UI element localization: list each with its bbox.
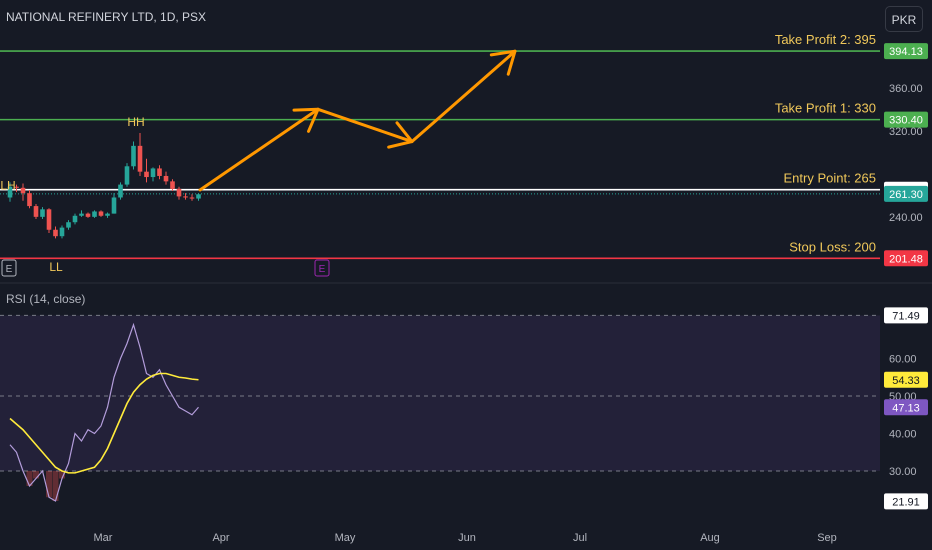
projection-arrow	[410, 49, 517, 144]
level-label: Take Profit 2: 395	[775, 32, 876, 47]
rsi-axis-badge: 21.91	[892, 496, 920, 508]
candle	[144, 171, 149, 178]
price-badge: 394.13	[889, 46, 923, 58]
candle	[92, 211, 97, 217]
rsi-axis-tick: 40.00	[889, 429, 917, 441]
candle	[20, 187, 26, 194]
candle	[124, 166, 130, 185]
time-axis-tick: Jun	[458, 532, 476, 544]
rsi-axis-badge-box	[884, 307, 928, 324]
rsi-value-badge: 47.13	[892, 402, 920, 414]
time-axis-tick: Mar	[94, 532, 113, 544]
swing-label: LL	[49, 260, 63, 274]
level-label: Take Profit 1: 330	[775, 101, 876, 116]
candle	[196, 194, 201, 199]
candle	[170, 181, 175, 189]
rsi-band-fill	[0, 315, 880, 471]
rsi-ma-line	[9, 372, 199, 474]
swing-label: HH	[127, 115, 144, 129]
candle	[85, 213, 91, 217]
projection-arrow	[198, 107, 320, 192]
rsi-axis-badge-box	[884, 493, 928, 510]
candle	[98, 211, 104, 216]
price-badge-box	[884, 43, 928, 60]
price-pane: 360.00 320.00 240.00 Take Profit 2: 395 394.…	[0, 32, 928, 277]
candle	[118, 184, 123, 198]
price-badge-box	[884, 250, 928, 267]
candle	[53, 229, 58, 237]
time-axis-tick: Aug	[700, 532, 720, 544]
projection-arrowhead	[489, 49, 517, 76]
candle	[157, 168, 162, 176]
rsi-value-badge-box	[884, 371, 928, 388]
price-badge-box	[884, 111, 928, 128]
candle	[14, 186, 19, 188]
time-axis-tick: May	[335, 532, 356, 544]
level-label: Stop Loss: 200	[789, 239, 876, 254]
candle	[72, 215, 78, 223]
candle	[33, 206, 39, 217]
price-axis-tick: 360.00	[889, 83, 923, 95]
last-price-badge: 261.30	[889, 189, 923, 201]
projection-arrow	[316, 107, 414, 144]
price-axis-tick: 320.00	[889, 126, 923, 138]
earnings-marker-label: E	[6, 264, 13, 275]
rsi-value-badge: 54.33	[892, 375, 920, 387]
price-badge: 201.48	[889, 253, 923, 265]
currency-button[interactable]: PKR	[885, 6, 923, 32]
rsi-oversold-fill	[26, 471, 65, 501]
candle	[40, 209, 45, 217]
swing-label: LH	[0, 178, 15, 192]
time-axis: Mar Apr May Jun Jul Aug Sep	[94, 532, 837, 544]
rsi-axis-tick: 30.00	[889, 466, 917, 478]
rsi-axis-badge: 71.49	[892, 310, 920, 322]
earnings-marker[interactable]	[314, 259, 330, 277]
symbol-title: NATIONAL REFINERY LTD, 1D, PSX	[6, 10, 206, 24]
time-axis-tick: Sep	[817, 532, 837, 544]
candle	[105, 213, 110, 216]
candle	[111, 197, 117, 214]
level-label: Entry Point: 265	[784, 171, 877, 186]
price-badge: 330.40	[889, 115, 923, 127]
price-axis-tick: 240.00	[889, 212, 923, 224]
candle	[7, 186, 13, 198]
earnings-marker[interactable]	[1, 259, 17, 277]
time-axis-tick: Jul	[573, 532, 587, 544]
candle	[27, 193, 32, 207]
candle	[163, 175, 169, 182]
candle	[131, 145, 136, 167]
candle	[183, 196, 188, 198]
candle	[189, 197, 195, 199]
candle	[46, 209, 52, 230]
earnings-marker-label: E	[319, 264, 326, 275]
time-axis-tick: Apr	[212, 532, 229, 544]
rsi-axis-tick: 60.00	[889, 354, 917, 366]
rsi-line	[9, 322, 199, 502]
last-price-badge-box	[884, 185, 928, 202]
candle	[176, 188, 182, 197]
rsi-value-badge-box	[884, 399, 928, 416]
candle	[137, 145, 143, 172]
candle	[79, 213, 84, 216]
candle	[66, 222, 71, 228]
candle	[59, 227, 65, 237]
rsi-indicator-title: RSI (14, close)	[6, 292, 85, 306]
candle	[150, 168, 156, 178]
